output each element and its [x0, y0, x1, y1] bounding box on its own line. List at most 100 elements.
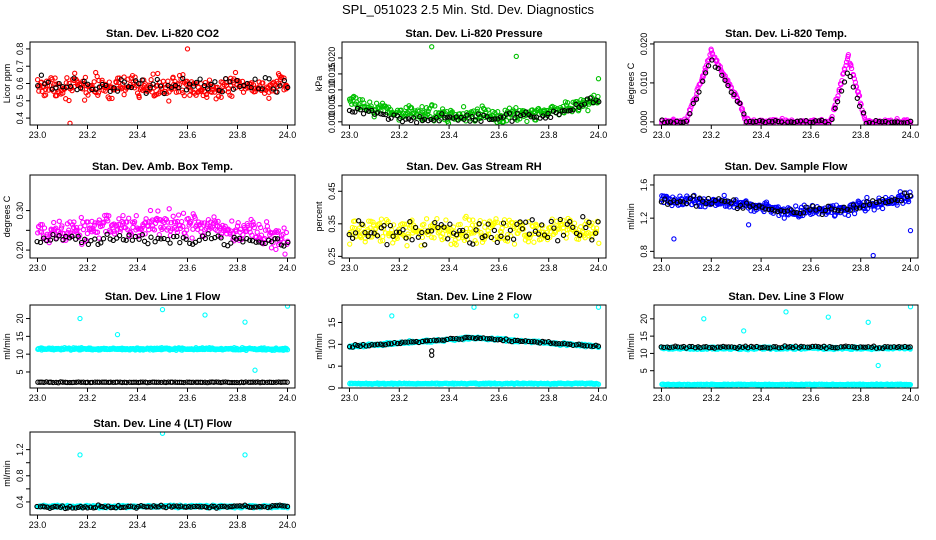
data-point — [905, 344, 911, 350]
data-point — [82, 236, 88, 242]
data-point — [723, 344, 729, 350]
data-point — [838, 344, 844, 350]
data-point — [829, 344, 835, 351]
data-point — [204, 379, 211, 386]
data-point — [213, 219, 219, 225]
data-point — [879, 119, 885, 125]
data-point — [252, 367, 258, 373]
data-point — [374, 110, 381, 116]
data-point — [467, 240, 473, 246]
data-point — [816, 211, 822, 217]
y-tick-label: 0.010 — [327, 79, 337, 102]
plot-points — [658, 189, 914, 258]
data-point — [71, 219, 77, 225]
data-point — [95, 502, 101, 508]
data-point — [380, 111, 386, 118]
data-point — [453, 232, 460, 238]
data-point — [463, 233, 469, 239]
x-tick-label: 23.0 — [653, 393, 671, 403]
data-point — [380, 237, 386, 244]
data-point — [583, 224, 589, 231]
chart-title: Stan. Dev. Line 2 Flow — [416, 291, 532, 303]
plot-points — [35, 305, 291, 386]
data-point — [759, 118, 766, 124]
data-point — [690, 100, 696, 107]
data-point — [696, 195, 703, 201]
data-point — [687, 196, 693, 202]
data-point — [167, 240, 173, 246]
data-point — [447, 114, 453, 120]
data-point — [517, 219, 523, 225]
plot-points — [34, 46, 291, 125]
data-point — [514, 337, 521, 344]
data-point — [702, 204, 708, 210]
data-point — [550, 340, 557, 346]
data-point — [199, 379, 205, 386]
data-point — [731, 91, 737, 98]
data-point — [387, 222, 394, 229]
data-point — [391, 339, 398, 346]
x-tick-label: 24.0 — [279, 393, 297, 403]
data-point — [255, 86, 262, 92]
data-point — [170, 233, 177, 240]
data-point — [429, 234, 435, 240]
data-point — [509, 118, 515, 124]
data-point — [677, 198, 684, 205]
data-point — [720, 343, 726, 350]
data-point — [284, 347, 291, 353]
data-point — [717, 344, 724, 350]
x-tick-label: 23.8 — [229, 393, 247, 403]
data-point — [567, 219, 573, 225]
data-point — [478, 230, 484, 236]
data-point — [166, 98, 172, 104]
data-point — [98, 240, 104, 246]
data-point — [362, 229, 368, 236]
data-point — [260, 80, 266, 86]
data-point — [378, 216, 385, 222]
data-point — [791, 209, 797, 216]
data-point — [762, 344, 768, 350]
data-point — [50, 231, 56, 238]
data-point — [72, 70, 78, 76]
data-point — [60, 237, 66, 243]
data-point — [191, 83, 197, 89]
data-point — [148, 234, 154, 240]
data-point — [125, 84, 132, 90]
x-tick-label: 23.0 — [341, 130, 359, 140]
data-point — [703, 201, 709, 207]
data-point — [205, 86, 211, 92]
data-point — [739, 106, 745, 112]
data-point — [524, 118, 530, 125]
data-point — [92, 236, 98, 242]
plot-points — [34, 206, 291, 257]
data-point — [844, 206, 851, 212]
data-point — [278, 242, 285, 248]
data-point — [736, 344, 743, 350]
data-point — [531, 339, 537, 345]
y-tick-label: 1.6 — [639, 179, 649, 192]
data-point — [492, 116, 498, 122]
data-point — [570, 107, 576, 113]
data-point — [165, 78, 171, 84]
data-point — [209, 89, 215, 95]
data-point — [466, 230, 472, 236]
data-point — [772, 208, 778, 214]
data-point — [725, 82, 731, 89]
data-point — [904, 196, 910, 202]
data-point — [731, 197, 737, 203]
y-tick-label: 0.35 — [327, 215, 337, 233]
data-point — [798, 343, 804, 350]
data-point — [411, 339, 417, 345]
data-point — [702, 67, 709, 74]
data-point — [34, 238, 40, 245]
data-point — [778, 207, 784, 214]
data-point — [866, 202, 873, 208]
plot-frame — [341, 41, 607, 126]
data-point — [143, 216, 149, 222]
data-point — [132, 74, 138, 80]
data-point — [363, 343, 369, 349]
data-point — [71, 379, 77, 386]
data-point — [369, 342, 375, 348]
data-point — [49, 504, 55, 510]
data-point — [35, 83, 41, 89]
